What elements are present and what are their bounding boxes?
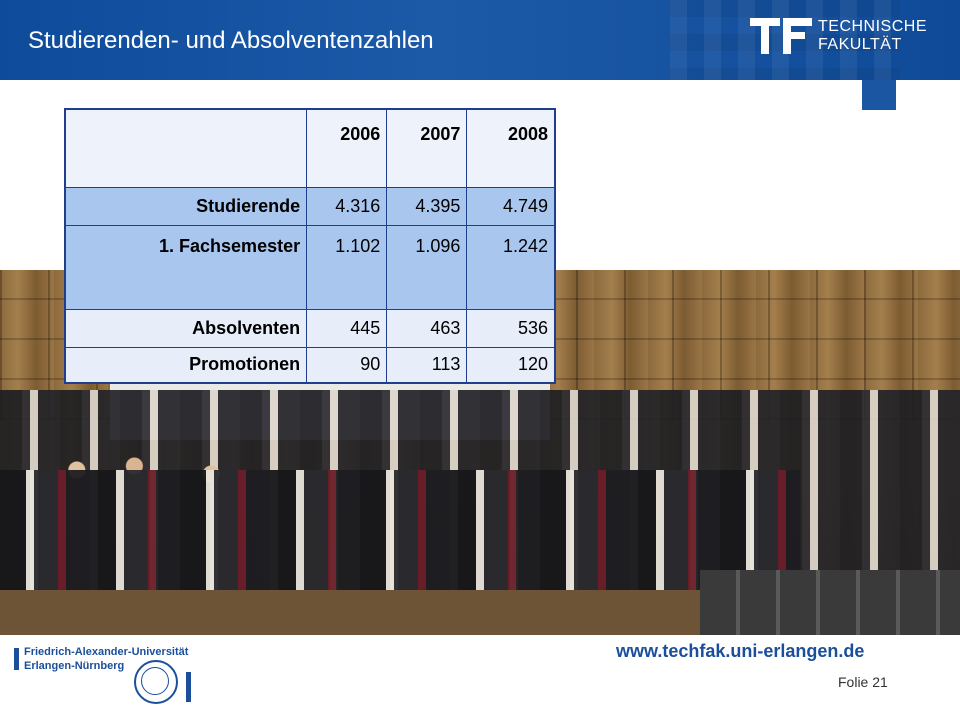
row-label: Studierende bbox=[64, 186, 308, 226]
faculty-logo: TECHNISCHE FAKULTÄT bbox=[750, 16, 940, 60]
table-cell: 536 bbox=[466, 308, 556, 348]
table-row: Promotionen 90 113 120 bbox=[64, 346, 556, 384]
university-name-line1: Friedrich-Alexander-Universität bbox=[24, 646, 189, 658]
table-cell: 113 bbox=[386, 346, 468, 384]
row-label: Absolventen bbox=[64, 308, 308, 348]
table-cell: 4.395 bbox=[386, 186, 468, 226]
row-label: 1. Fachsemester bbox=[64, 224, 308, 310]
table-cell: 4.316 bbox=[306, 186, 388, 226]
header-cell-empty bbox=[64, 108, 308, 188]
table-cell: 90 bbox=[306, 346, 388, 384]
logo-text-line2: FAKULTÄT bbox=[818, 36, 902, 53]
university-seal-icon bbox=[134, 660, 178, 704]
slide-title: Studierenden- und Absolventenzahlen bbox=[28, 27, 434, 54]
table-row: 1. Fachsemester 1.102 1.096 1.242 bbox=[64, 224, 556, 310]
row-label: Promotionen bbox=[64, 346, 308, 384]
table-cell: 1.102 bbox=[306, 224, 388, 310]
table-cell: 4.749 bbox=[466, 186, 556, 226]
header-tab bbox=[862, 80, 896, 110]
table-cell: 1.242 bbox=[466, 224, 556, 310]
university-logo: Friedrich-Alexander-Universität Erlangen… bbox=[14, 644, 204, 706]
tf-logo-icon bbox=[750, 18, 812, 54]
statistics-table: 2006 2007 2008 Studierende 4.316 4.395 4… bbox=[64, 108, 556, 384]
table-cell: 1.096 bbox=[386, 224, 468, 310]
university-name-line2: Erlangen-Nürnberg bbox=[24, 660, 125, 672]
header-cell-2006: 2006 bbox=[306, 108, 388, 188]
header-cell-2007: 2007 bbox=[386, 108, 468, 188]
table-row: Absolventen 445 463 536 bbox=[64, 308, 556, 348]
header-cell-2008: 2008 bbox=[466, 108, 556, 188]
logo-text-line1: TECHNISCHE bbox=[818, 18, 928, 35]
faculty-website-link[interactable]: www.techfak.uni-erlangen.de bbox=[616, 641, 865, 661]
slide-number: Folie 21 bbox=[838, 674, 888, 690]
table-cell: 463 bbox=[386, 308, 468, 348]
table-row: Studierende 4.316 4.395 4.749 bbox=[64, 186, 556, 226]
table-header-row: 2006 2007 2008 bbox=[64, 108, 556, 188]
table-cell: 120 bbox=[466, 346, 556, 384]
table-cell: 445 bbox=[306, 308, 388, 348]
